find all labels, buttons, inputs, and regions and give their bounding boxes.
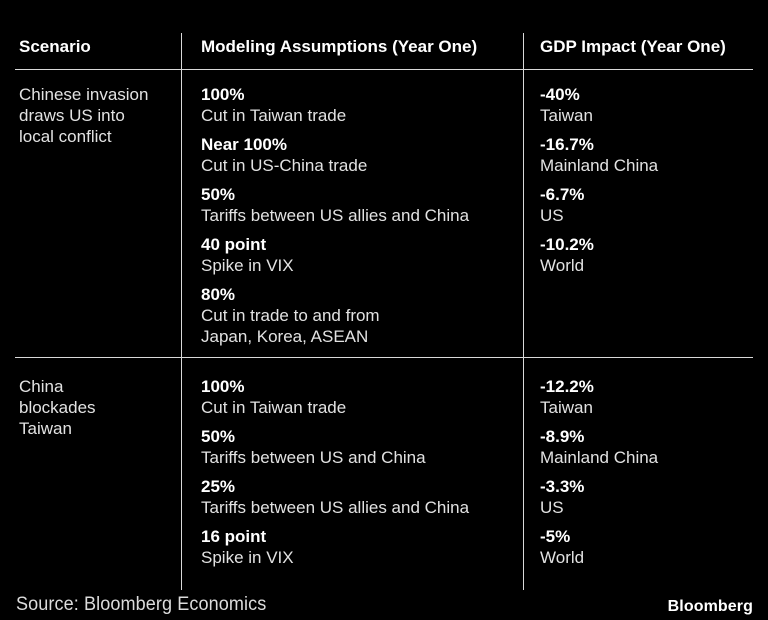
assumption-value: 80% xyxy=(201,285,236,304)
scenario-invasion: Chinese invasion draws US into local con… xyxy=(15,70,181,358)
impact-region: US xyxy=(540,206,564,225)
scenario-line: local conflict xyxy=(19,127,112,146)
assumption-item: 25% Tariffs between US allies and China xyxy=(201,476,523,518)
assumption-value: 25% xyxy=(201,477,236,496)
assumption-desc: Tariffs between US allies and China xyxy=(201,206,470,225)
assumption-desc: Cut in trade to and from xyxy=(201,306,380,325)
impact-value: -12.2% xyxy=(540,377,594,396)
gdp-impacts-invasion: -40% Taiwan -16.7% Mainland China -6.7% … xyxy=(523,70,753,358)
assumption-item: 16 point Spike in VIX xyxy=(201,526,523,568)
bloomberg-logo: Bloomberg xyxy=(667,598,753,615)
impact-value: -8.9% xyxy=(540,427,585,446)
assumption-item: 100% Cut in Taiwan trade xyxy=(201,84,523,126)
footer: Source: Bloomberg Economics Bloomberg xyxy=(16,594,753,616)
assumption-desc: Cut in US-China trade xyxy=(201,156,368,175)
assumption-desc: Spike in VIX xyxy=(201,548,294,567)
impact-item: -6.7% US xyxy=(540,184,753,226)
scenario-line: Taiwan xyxy=(19,419,72,438)
impact-value: -16.7% xyxy=(540,135,594,154)
assumption-value: 50% xyxy=(201,185,236,204)
column-header-scenario: Scenario xyxy=(15,33,181,70)
scenario-blockade: China blockades Taiwan xyxy=(15,358,181,590)
impact-value: -5% xyxy=(540,527,571,546)
column-header-gdp-impact: GDP Impact (Year One) xyxy=(523,33,753,70)
assumption-value: 40 point xyxy=(201,235,267,254)
assumption-value: Near 100% xyxy=(201,135,288,154)
impact-region: Taiwan xyxy=(540,106,593,125)
impact-item: -40% Taiwan xyxy=(540,84,753,126)
impact-item: -3.3% US xyxy=(540,476,753,518)
assumptions-blockade: 100% Cut in Taiwan trade 50% Tariffs bet… xyxy=(181,358,523,590)
gdp-impacts-blockade: -12.2% Taiwan -8.9% Mainland China -3.3%… xyxy=(523,358,753,590)
assumption-desc: Cut in Taiwan trade xyxy=(201,398,347,417)
source-attribution: Source: Bloomberg Economics xyxy=(16,594,267,615)
assumption-desc: Spike in VIX xyxy=(201,256,294,275)
impact-item: -5% World xyxy=(540,526,753,568)
column-header-assumptions: Modeling Assumptions (Year One) xyxy=(181,33,523,70)
assumptions-invasion: 100% Cut in Taiwan trade Near 100% Cut i… xyxy=(181,70,523,358)
assumption-desc: Japan, Korea, ASEAN xyxy=(201,327,369,346)
assumption-value: 100% xyxy=(201,85,245,104)
impact-item: -16.7% Mainland China xyxy=(540,134,753,176)
impact-region: US xyxy=(540,498,564,517)
assumption-item: Near 100% Cut in US-China trade xyxy=(201,134,523,176)
scenario-line: draws US into xyxy=(19,106,125,125)
assumption-desc: Tariffs between US allies and China xyxy=(201,498,470,517)
scenario-line: blockades xyxy=(19,398,96,417)
assumption-item: 100% Cut in Taiwan trade xyxy=(201,376,523,418)
impact-region: World xyxy=(540,548,585,567)
assumption-item: 80% Cut in trade to and from Japan, Kore… xyxy=(201,284,523,347)
scenario-line: China xyxy=(19,377,64,396)
assumption-item: 50% Tariffs between US allies and China xyxy=(201,184,523,226)
assumption-value: 50% xyxy=(201,427,236,446)
impact-value: -6.7% xyxy=(540,185,585,204)
assumption-value: 16 point xyxy=(201,527,267,546)
impact-item: -10.2% World xyxy=(540,234,753,276)
assumption-desc: Tariffs between US and China xyxy=(201,448,426,467)
impact-item: -12.2% Taiwan xyxy=(540,376,753,418)
impact-value: -40% xyxy=(540,85,580,104)
impact-region: Taiwan xyxy=(540,398,593,417)
impact-item: -8.9% Mainland China xyxy=(540,426,753,468)
assumption-desc: Cut in Taiwan trade xyxy=(201,106,347,125)
assumption-item: 40 point Spike in VIX xyxy=(201,234,523,276)
scenario-line: Chinese invasion xyxy=(19,85,149,104)
impact-value: -3.3% xyxy=(540,477,585,496)
impact-region: Mainland China xyxy=(540,448,659,467)
impact-region: World xyxy=(540,256,585,275)
assumption-item: 50% Tariffs between US and China xyxy=(201,426,523,468)
scenario-table: Scenario Modeling Assumptions (Year One)… xyxy=(15,33,753,590)
impact-region: Mainland China xyxy=(540,156,659,175)
assumption-value: 100% xyxy=(201,377,245,396)
impact-value: -10.2% xyxy=(540,235,594,254)
